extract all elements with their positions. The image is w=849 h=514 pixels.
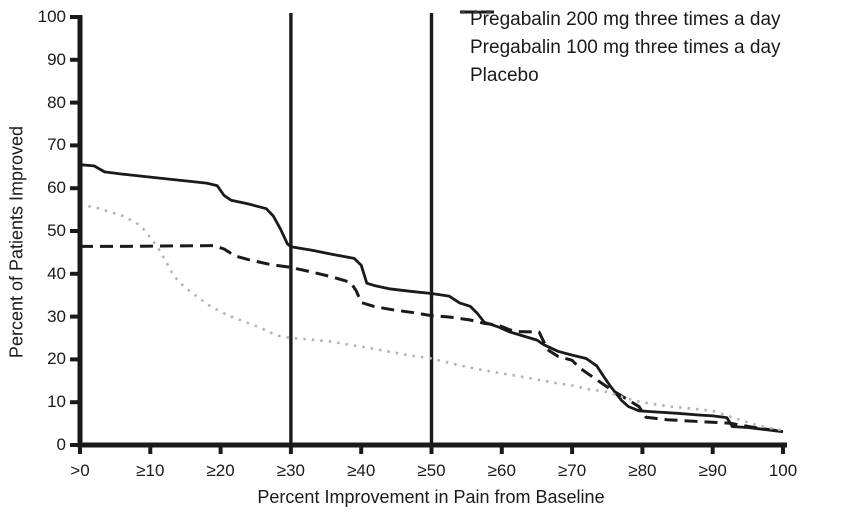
x-tick-label: ≥90 <box>698 461 727 480</box>
y-tick-label: 0 <box>56 435 66 454</box>
x-tick-label: ≥30 <box>276 461 306 480</box>
y-tick-label: 20 <box>47 349 66 369</box>
y-tick-label: 80 <box>47 92 66 112</box>
x-tick-label: >0 <box>70 461 90 480</box>
y-tick-label: 10 <box>47 392 66 412</box>
x-tick-label: ≥40 <box>347 461 376 480</box>
x-tick-label: ≥80 <box>628 461 657 480</box>
legend-label: Placebo <box>470 65 539 86</box>
y-tick-label: 30 <box>47 306 66 326</box>
legend-label: Pregabalin 100 mg three times a day <box>470 37 781 58</box>
legend-label: Pregabalin 200 mg three times a day <box>470 9 781 30</box>
y-tick-label: 100 <box>37 7 66 26</box>
x-tick-label: ≥50 <box>417 461 446 480</box>
series-dashed-path <box>80 244 784 434</box>
legend-item-pregabalin-100: Pregabalin 100 mg three times a day <box>458 10 781 62</box>
y-tick-label: 50 <box>47 221 66 240</box>
y-tick-label: 40 <box>47 263 66 283</box>
dotted-line-icon <box>461 10 494 14</box>
y-tick-label: 90 <box>47 49 66 69</box>
series-solid-path <box>79 163 784 434</box>
y-tick-label: 70 <box>47 135 66 155</box>
legend-item-pregabalin-200: Pregabalin 200 mg three times a day <box>458 6 781 34</box>
x-tick-label: ≥20 <box>206 461 235 480</box>
y-tick-label: 60 <box>47 178 66 198</box>
y-axis-title: Percent of Patients Improved <box>6 125 27 359</box>
x-tick-label: ≥70 <box>557 461 587 480</box>
x-tick-label: ≥60 <box>487 461 516 480</box>
x-tick-label: ≥10 <box>136 461 165 480</box>
legend-item-placebo: Placebo <box>458 10 781 90</box>
x-tick-label: 100 <box>768 461 798 480</box>
legend: Pregabalin 200 mg three times a day Preg… <box>458 6 781 90</box>
x-axis-title: Percent Improvement in Pain from Baselin… <box>257 487 605 507</box>
